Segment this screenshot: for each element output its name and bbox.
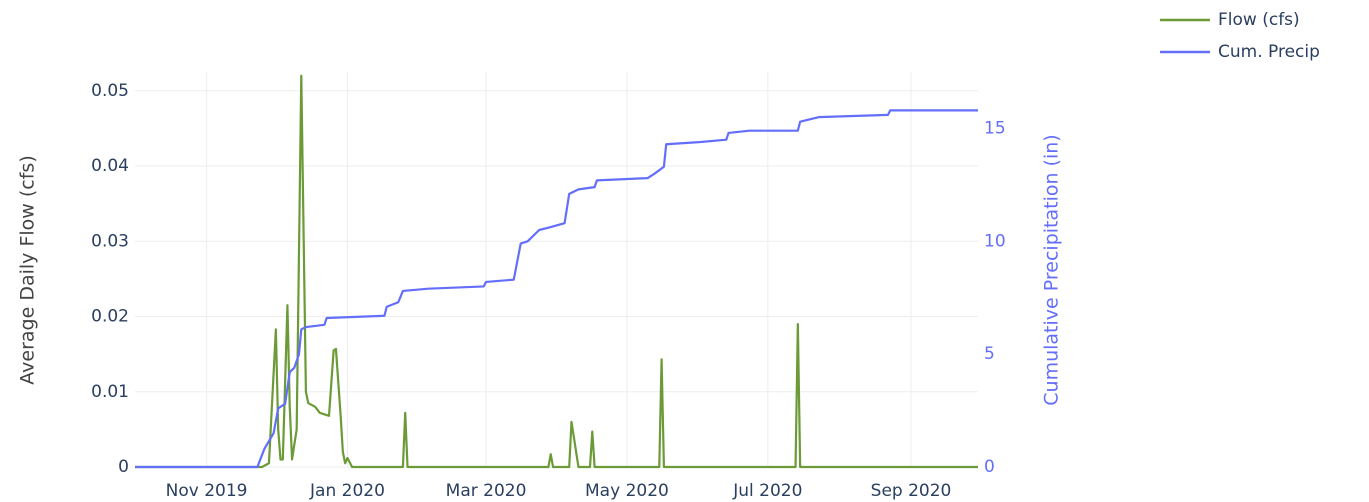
y-tick-label: 0.02 bbox=[91, 307, 129, 327]
legend-label: Flow (cfs) bbox=[1218, 10, 1300, 30]
legend-label: Cum. Precip bbox=[1218, 42, 1320, 62]
x-tick-label: Jul 2020 bbox=[732, 481, 802, 501]
y-tick-label: 0.04 bbox=[91, 156, 129, 176]
y-tick-label: 0.05 bbox=[91, 81, 129, 101]
data-line bbox=[135, 74, 978, 469]
x-tick-label: Sep 2020 bbox=[871, 481, 952, 501]
y2-tick-label: 15 bbox=[984, 118, 1006, 138]
y-axis-title: Average Daily Flow (cfs) bbox=[17, 155, 39, 384]
x-tick-label: May 2020 bbox=[585, 481, 669, 501]
y2-tick-label: 10 bbox=[984, 231, 1006, 251]
x-tick-label: Mar 2020 bbox=[446, 481, 527, 501]
y-tick-label: 0.03 bbox=[91, 231, 129, 251]
data-line bbox=[135, 109, 978, 469]
y-tick-label: 0.01 bbox=[91, 382, 129, 402]
x-tick-label: Nov 2019 bbox=[166, 481, 248, 501]
x-tick-label: Jan 2020 bbox=[309, 481, 385, 501]
y2-tick-label: 0 bbox=[984, 457, 995, 477]
y2-axis-title: Cumulative Precipitation (in) bbox=[1041, 134, 1063, 405]
y-tick-label: 0 bbox=[118, 457, 129, 477]
y2-tick-label: 5 bbox=[984, 344, 995, 364]
